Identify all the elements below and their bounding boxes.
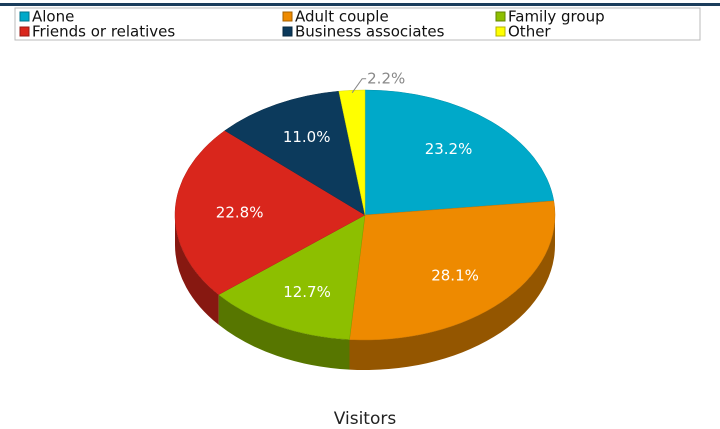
top-rule — [0, 3, 720, 6]
legend-label: Friends or relatives — [32, 23, 175, 41]
slice — [224, 90, 366, 216]
data-label: 28.1% — [431, 266, 479, 284]
slice-side — [175, 215, 219, 325]
legend-swatch — [495, 11, 506, 22]
leader-line — [351, 78, 367, 94]
legend-label: Other — [508, 23, 551, 41]
slice — [338, 89, 366, 216]
legend-label: Business associates — [295, 23, 445, 41]
legend-swatch — [282, 11, 293, 22]
chart-title: Visitors — [334, 409, 397, 429]
legend-label: Alone — [32, 8, 74, 26]
slice — [174, 130, 366, 295]
data-label: 23.2% — [425, 140, 473, 158]
legend-swatch — [282, 26, 293, 37]
slice — [218, 214, 366, 340]
slice-side — [218, 294, 350, 370]
legend-swatch — [19, 26, 30, 37]
data-label: 11.0% — [283, 128, 331, 146]
data-label: 2.2% — [367, 69, 405, 87]
slice — [349, 200, 556, 341]
legend-swatch — [495, 26, 506, 37]
data-label: 22.8% — [216, 203, 264, 221]
legend-swatch — [19, 11, 30, 22]
legend-box — [14, 7, 701, 41]
legend-label: Adult couple — [295, 8, 389, 26]
slice-side — [349, 215, 555, 371]
data-label: 12.7% — [283, 283, 331, 301]
slice — [364, 89, 555, 216]
legend-label: Family group — [508, 8, 605, 26]
